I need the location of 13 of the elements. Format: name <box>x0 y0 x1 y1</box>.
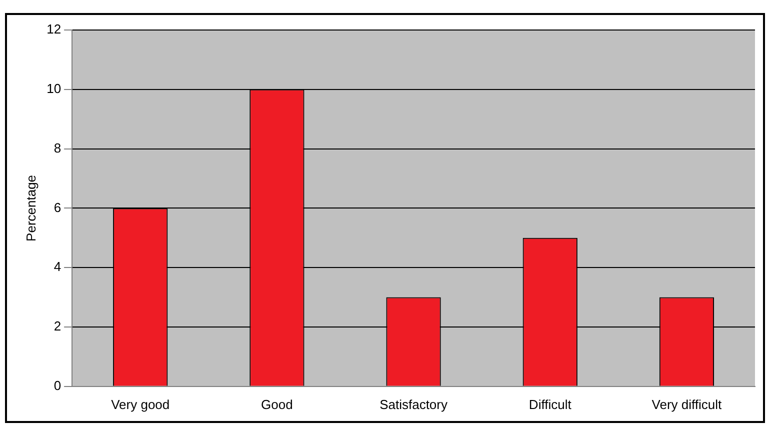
x-tick-label: Difficult <box>528 396 572 412</box>
x-tick-label: Satisfactory <box>380 396 448 412</box>
y-axis-title: Percentage <box>23 174 38 242</box>
x-tick-label: Very good <box>111 396 170 412</box>
y-tick-label: 10 <box>46 80 62 96</box>
x-tick-label: Good <box>261 396 293 412</box>
y-tick-label: 6 <box>54 200 62 215</box>
x-tick-label: Very difficult <box>652 396 722 412</box>
y-tick-label: 0 <box>54 378 62 393</box>
y-tick-label: 4 <box>54 259 62 274</box>
y-tick-label: 12 <box>46 22 62 37</box>
y-tick-label: 8 <box>54 140 62 156</box>
y-tick-label: 2 <box>54 318 62 334</box>
